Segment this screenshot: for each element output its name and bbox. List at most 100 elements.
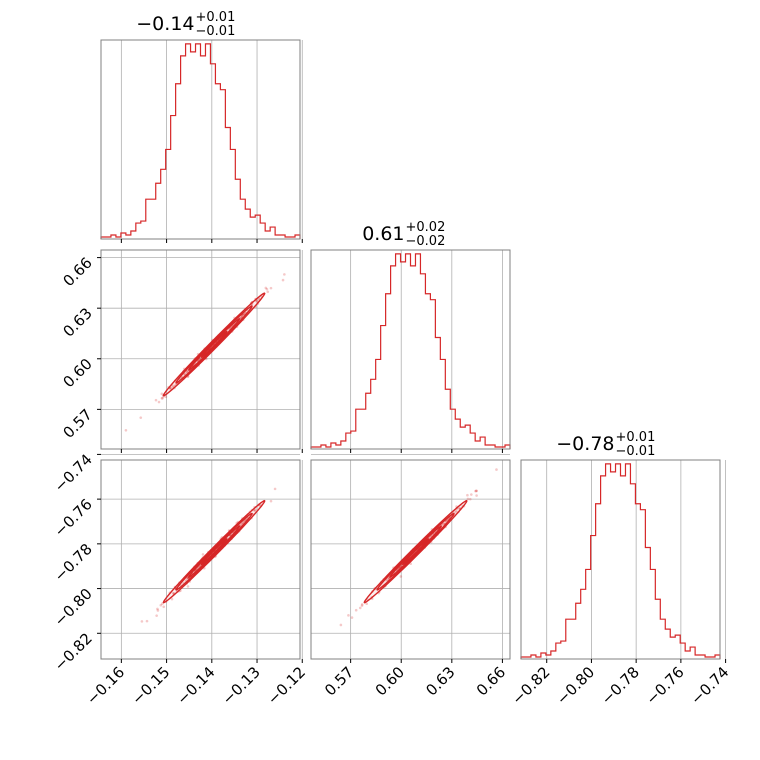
scatter-point — [171, 592, 175, 595]
contour-level — [200, 330, 228, 359]
panel-title-plus: +0.02 — [406, 220, 446, 235]
scatter-point — [339, 623, 343, 627]
x-tick-label: 0.57 — [321, 663, 357, 699]
x-tick-label: −0.14 — [173, 663, 218, 708]
scatter-point — [139, 416, 143, 419]
x-tick-label: −0.12 — [264, 663, 309, 708]
y-tick-label: 0.63 — [59, 304, 95, 340]
scatter-point — [269, 286, 273, 290]
scatter-point — [468, 497, 472, 501]
x-tick-label: −0.82 — [508, 663, 553, 708]
scatter-point — [164, 395, 168, 399]
x-tick-label: −0.80 — [553, 663, 598, 708]
y-tick-label: 0.60 — [59, 355, 95, 391]
scatter-point — [466, 493, 469, 497]
scatter-point — [354, 608, 358, 612]
panel-2-1 — [310, 454, 511, 663]
panel-title-minus: −0.02 — [406, 234, 446, 249]
scatter-point — [358, 606, 362, 610]
contour-level — [187, 318, 241, 371]
scatter-point — [253, 508, 257, 512]
scatter-point — [159, 603, 163, 607]
scatter-point — [154, 398, 158, 402]
scatter-point — [281, 278, 285, 282]
scatter-point — [255, 299, 259, 303]
scatter-point — [169, 387, 172, 390]
panel-2-2: −0.78 +0.01−0.01 — [520, 430, 727, 663]
scatter-point — [283, 273, 286, 276]
scatter-point — [160, 602, 164, 606]
scatter-point — [273, 487, 277, 491]
scatter-point — [265, 287, 269, 291]
scatter-point — [124, 428, 128, 432]
contour-level — [162, 292, 266, 397]
x-tick-label: −0.76 — [642, 663, 687, 708]
scatter-point — [399, 575, 403, 578]
scatter-point — [347, 614, 350, 617]
contour-level — [363, 499, 468, 604]
panels: −0.14 +0.01−0.010.570.600.630.660.61 +0.02… — [51, 10, 733, 708]
x-tick-label: 0.66 — [473, 663, 509, 699]
scatter-point — [269, 499, 273, 503]
scatter-point — [458, 507, 461, 510]
scatter-point — [156, 607, 159, 611]
scatter-point — [160, 397, 164, 400]
panel-frame — [310, 249, 511, 450]
panel-title-minus: −0.01 — [196, 24, 236, 39]
contour-level — [401, 538, 430, 566]
y-tick-label: 0.57 — [59, 405, 95, 441]
y-tick-label: −0.80 — [51, 585, 96, 630]
y-tick-label: −0.78 — [51, 540, 96, 585]
scatter-point — [170, 597, 174, 601]
scatter-point — [474, 489, 478, 493]
contour-level — [175, 512, 253, 591]
panel-title-value: −0.78 — [556, 433, 614, 455]
panel-frame — [310, 459, 511, 660]
scatter-point — [140, 620, 144, 623]
scatter-point — [360, 603, 364, 606]
scatter-point — [155, 614, 158, 617]
scatter-point — [360, 604, 364, 607]
y-tick-label: −0.82 — [51, 629, 96, 674]
x-tick-label: 0.60 — [372, 663, 408, 699]
panel-title-plus: +0.01 — [196, 10, 236, 25]
histogram-step — [310, 253, 511, 449]
y-tick-label: −0.74 — [51, 451, 96, 496]
panel-frame — [100, 249, 301, 450]
scatter-point — [201, 553, 205, 556]
contour-level — [389, 525, 442, 578]
panel-1-0 — [97, 249, 303, 453]
scatter-point — [474, 489, 477, 493]
scatter-point — [264, 286, 268, 290]
scatter-point — [186, 585, 190, 588]
panel-2-0 — [97, 453, 303, 663]
scatter-point — [470, 493, 473, 496]
scatter-point — [157, 400, 161, 404]
scatter-point — [365, 602, 369, 606]
scatter-point — [253, 509, 256, 513]
scatter-point — [145, 619, 149, 623]
panel-1-1: 0.61 +0.02−0.02 — [310, 220, 511, 453]
x-tick-label: −0.13 — [219, 663, 264, 708]
panel-frame — [100, 39, 301, 240]
x-tick-label: −0.15 — [128, 663, 173, 708]
y-tick-label: −0.76 — [51, 495, 96, 540]
scatter-point — [161, 396, 164, 400]
panel-title-plus: +0.01 — [616, 430, 656, 445]
x-tick-label: 0.63 — [422, 663, 458, 699]
scatter-point — [266, 290, 270, 294]
scatter-point — [186, 577, 189, 580]
scatter-point — [156, 609, 160, 612]
contour-level — [187, 525, 241, 578]
scatter-point — [162, 605, 166, 609]
contour-level — [200, 538, 228, 566]
scatter-point — [495, 468, 498, 471]
y-tick-label: 0.66 — [59, 254, 95, 290]
panel-title-minus: −0.01 — [616, 444, 656, 459]
panel-title-value: 0.61 — [362, 223, 404, 245]
panel-0-0: −0.14 +0.01−0.01 — [100, 10, 303, 243]
panel-frame — [100, 459, 301, 660]
histogram-step — [100, 43, 301, 239]
x-tick-label: −0.16 — [83, 663, 128, 708]
